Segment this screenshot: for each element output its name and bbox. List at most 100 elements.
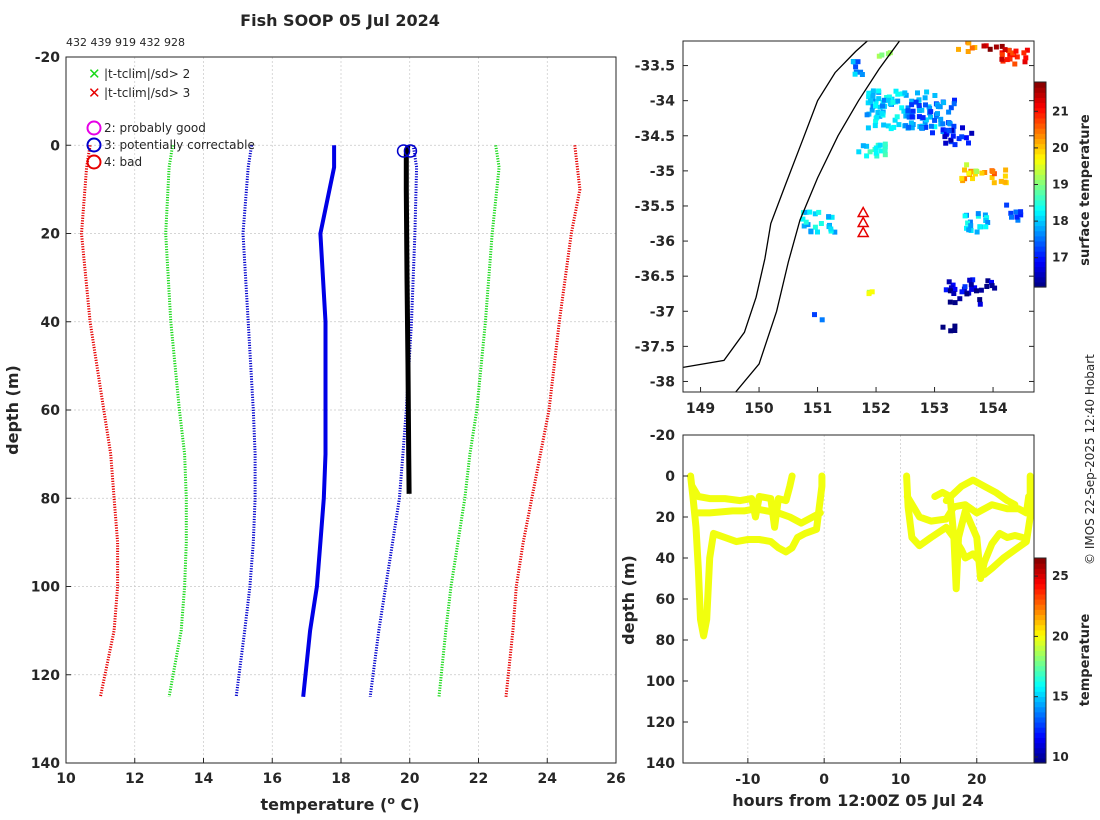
sst-cell (888, 97, 894, 103)
sst-cell (928, 123, 934, 129)
sst-cell (1002, 179, 1008, 185)
y-tick-label: 140 (31, 756, 60, 772)
legend-label: 4: bad (104, 155, 142, 169)
sst-cell (956, 136, 962, 142)
profile-y-label: depth (m) (3, 365, 22, 455)
station-marker (856, 205, 870, 218)
profile-series-climatology (301, 145, 337, 698)
sst-cell (968, 282, 974, 288)
sst-cell (1002, 47, 1008, 53)
sst-cell (902, 90, 908, 96)
sst-cell (920, 115, 926, 121)
y-tick-label: 0 (50, 138, 60, 154)
depth-contour (735, 41, 901, 392)
map-y-tick-label: -37 (650, 304, 675, 320)
colorbar-step (1034, 752, 1046, 759)
x-tick-label: 16 (263, 771, 282, 787)
sst-cell (882, 141, 888, 147)
sst-cell (966, 227, 972, 233)
sst-cell (932, 93, 938, 98)
sst-cell (818, 221, 824, 226)
sst-cell (878, 148, 884, 154)
sst-cell (967, 219, 973, 225)
sst-cell (1008, 210, 1014, 216)
legend-marker-x-green: ✕ (88, 65, 101, 83)
sst-cell (943, 287, 949, 293)
y-tick-label: 20 (41, 227, 61, 243)
sst-cell (985, 220, 991, 225)
sst-cell (965, 220, 971, 226)
sst-cell (1004, 57, 1010, 63)
sst-cell (969, 286, 975, 292)
sst-cell (952, 328, 958, 333)
sst-cell (866, 90, 872, 96)
sst-cell (906, 114, 912, 120)
sst-cell (812, 312, 817, 318)
map-x-tick-label: 152 (861, 401, 890, 417)
colorbar-frame (1033, 557, 1047, 764)
x-tick-label: 14 (194, 771, 214, 787)
colorbar-step (1034, 650, 1046, 656)
timeseries-colorbar-label: temperature (1078, 614, 1093, 707)
map-sst-field (800, 41, 1030, 334)
sst-cell (812, 211, 818, 217)
sst-cell (1007, 52, 1013, 58)
sst-cell (1021, 50, 1027, 56)
sst-cell (909, 125, 915, 131)
profile-x-label: temperature (o C) (260, 794, 419, 815)
sst-cell (1003, 167, 1009, 173)
sst-cell (938, 116, 944, 122)
colorbar-step (1034, 604, 1046, 610)
sst-cell (950, 133, 956, 139)
coastline (683, 41, 868, 369)
map-x-tick-label: 150 (744, 401, 773, 417)
sst-cell (1002, 173, 1008, 179)
colorbar-step (1034, 128, 1046, 134)
map-x-tick-label: 149 (686, 401, 715, 417)
sst-cell (966, 170, 972, 176)
colorbar-step (1034, 235, 1046, 242)
sst-cell (910, 108, 916, 114)
ts-x-tick-label: -10 (735, 772, 761, 788)
colorbar-step (1034, 261, 1046, 268)
sst-cell (890, 99, 896, 105)
depth-track (694, 505, 824, 527)
ts-y-tick-label: 60 (656, 592, 676, 608)
sst-cell (923, 102, 928, 108)
colorbar-step (1034, 716, 1046, 723)
sst-cell (867, 149, 873, 155)
sst-cell (895, 91, 901, 97)
sst-cell (1013, 48, 1019, 54)
sst-cell (932, 117, 938, 123)
legend-qc-4: 4: bad (86, 154, 142, 170)
colorbar-step (1034, 256, 1046, 262)
sst-cell (896, 122, 902, 128)
sst-cell (892, 117, 898, 123)
sst-cell (888, 126, 894, 132)
colorbar-step (1034, 624, 1046, 631)
colorbar-step (1034, 87, 1046, 93)
colorbar-step (1034, 107, 1046, 114)
sst-cell (951, 291, 957, 296)
map-panel: 149 150 151 152 153 154 -33.5 -34 -34.5 -35 -35.5… (635, 40, 1093, 417)
sst-cell (952, 300, 958, 306)
sst-cell (951, 123, 957, 129)
sst-cell (948, 137, 954, 143)
sst-cell (947, 299, 953, 305)
sst-cell (940, 324, 946, 330)
sst-cell (977, 301, 983, 307)
sst-cell (974, 288, 979, 294)
colorbar-step (1034, 143, 1046, 150)
legend-circle-blue (86, 137, 102, 153)
colorbar-step (1034, 573, 1046, 580)
sst-cell (969, 130, 975, 136)
map-y-tick-label: -36 (650, 234, 675, 250)
sst-cell (1022, 59, 1028, 65)
sst-cell (877, 142, 883, 148)
sst-cell (1014, 54, 1020, 60)
sst-cell (870, 104, 876, 109)
sst-cell (807, 209, 813, 215)
x-tick-label: 18 (331, 771, 350, 787)
x-tick-label: 24 (538, 771, 558, 787)
sst-cell (886, 97, 891, 103)
